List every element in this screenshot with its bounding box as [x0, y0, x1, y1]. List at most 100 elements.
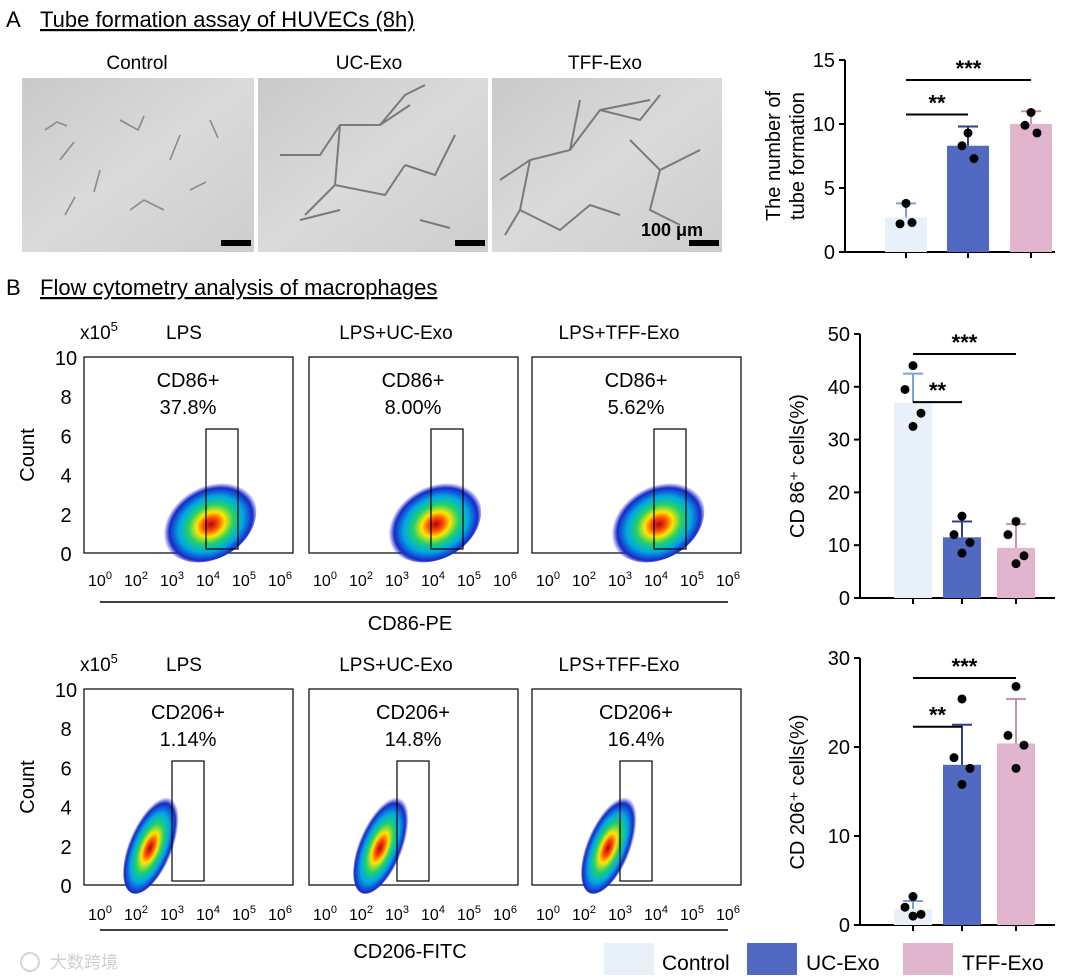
x-tick-exponent: 0	[106, 904, 112, 916]
data-point	[916, 408, 926, 418]
y-tick-label: 20	[828, 737, 850, 759]
bar-uc-exo	[943, 537, 981, 598]
data-point	[1019, 551, 1029, 561]
data-point	[901, 198, 911, 208]
x-tick-base: 10	[88, 573, 106, 590]
gate-label: CD206+	[599, 702, 673, 724]
y-tick-label: 5	[824, 178, 835, 200]
count-tick-label: 4	[60, 798, 71, 820]
x-tick-exponent: 2	[367, 570, 373, 582]
y-tick-label: 10	[828, 535, 850, 557]
count-tick-label: 6	[60, 426, 71, 448]
x-tick-base: 10	[232, 907, 250, 924]
condition-label: LPS+TFF-Exo	[559, 323, 680, 344]
condition-label: LPS+TFF-Exo	[559, 655, 680, 676]
x-tick-label: 102	[124, 570, 148, 590]
x-tick-label: 105	[457, 570, 481, 590]
gate-label: CD86+	[157, 370, 220, 392]
x-tick-exponent: 4	[439, 904, 445, 916]
data-point	[1026, 107, 1036, 117]
x-tick-base: 10	[349, 907, 367, 924]
gate-box	[205, 428, 239, 550]
x-tick-base: 10	[572, 907, 590, 924]
x-tick-label: 104	[421, 570, 445, 590]
y-axis-label: CD 86⁺ cells(%)	[787, 394, 809, 538]
x-tick-exponent: 3	[178, 570, 184, 582]
data-point	[907, 218, 917, 228]
significance-label: ***	[952, 654, 978, 679]
data-point	[1011, 681, 1021, 691]
x-tick-exponent: 5	[475, 904, 481, 916]
x-tick-label: 102	[349, 904, 373, 924]
x-tick-exponent: 3	[403, 570, 409, 582]
x-axis-label: CD206-FITC	[353, 941, 466, 963]
bar-uc-exo	[943, 764, 981, 925]
y-tick-label: 0	[824, 242, 835, 264]
x-tick-exponent: 3	[626, 904, 632, 916]
gate-percent: 16.4%	[608, 729, 665, 751]
x-tick-label: 105	[680, 904, 704, 924]
significance-label: **	[929, 703, 947, 728]
data-point	[969, 154, 979, 164]
x-tick-label: 102	[124, 904, 148, 924]
x-tick-label: 105	[457, 904, 481, 924]
x-tick-label: 102	[572, 904, 596, 924]
count-tick-label: 2	[60, 837, 71, 859]
data-point	[1011, 559, 1021, 569]
x-tick-exponent: 5	[250, 570, 256, 582]
x-tick-base: 10	[572, 573, 590, 590]
x-tick-exponent: 6	[511, 570, 517, 582]
x-tick-label: 100	[313, 570, 337, 590]
x-tick-base: 10	[644, 573, 662, 590]
data-point	[965, 763, 975, 773]
x-tick-base: 10	[421, 907, 439, 924]
data-point	[1032, 128, 1042, 138]
x-tick-base: 10	[196, 573, 214, 590]
x-tick-base: 10	[385, 573, 403, 590]
x-tick-label: 103	[385, 904, 409, 924]
scale-bar-label: 100 μm	[641, 220, 703, 240]
count-tick-label: 8	[60, 387, 71, 409]
y-axis-label-line: The number of	[763, 91, 785, 222]
x-tick-base: 10	[268, 907, 286, 924]
density-cloud	[123, 792, 181, 894]
micro-label-uc-exo: UC-Exo	[336, 53, 403, 74]
data-point	[965, 538, 975, 548]
x-tick-base: 10	[536, 573, 554, 590]
x-tick-exponent: 5	[250, 904, 256, 916]
x-tick-exponent: 4	[214, 570, 220, 582]
scale-bar-tff-exo	[689, 240, 719, 246]
x-tick-base: 10	[644, 907, 662, 924]
count-axis-label: Count	[17, 428, 39, 482]
gate-box	[653, 428, 687, 550]
x-tick-exponent: 0	[331, 570, 337, 582]
y-tick-label: 30	[828, 648, 850, 670]
x-tick-label: 103	[608, 570, 632, 590]
micro-label-tff-exo: TFF-Exo	[568, 53, 642, 74]
x-tick-label: 103	[160, 904, 184, 924]
density-cloud	[161, 479, 257, 563]
x-tick-exponent: 3	[178, 904, 184, 916]
condition-label: LPS	[166, 323, 202, 344]
x-tick-exponent: 0	[554, 904, 560, 916]
micrograph-tff-exo: 100 μm	[492, 78, 722, 252]
x-tick-label: 104	[421, 904, 445, 924]
bar-tff-exo	[1010, 124, 1052, 252]
x-tick-label: 102	[349, 570, 373, 590]
gate-percent: 5.62%	[608, 397, 665, 419]
data-point	[1020, 120, 1030, 130]
x-tick-base: 10	[680, 573, 698, 590]
condition-label: LPS+UC-Exo	[339, 323, 453, 344]
y-axis-label: The number of tube formation	[763, 91, 809, 222]
significance-label: **	[928, 90, 946, 115]
x-tick-label: 104	[644, 904, 668, 924]
x-tick-exponent: 4	[662, 570, 668, 582]
legend: Control UC-Exo TFF-Exo	[604, 943, 1044, 975]
count-tick-label: 8	[60, 719, 71, 741]
count-tick-label: 0	[60, 544, 71, 566]
legend-label-uc-exo: UC-Exo	[806, 952, 880, 975]
count-axis-label: Count	[17, 760, 39, 814]
